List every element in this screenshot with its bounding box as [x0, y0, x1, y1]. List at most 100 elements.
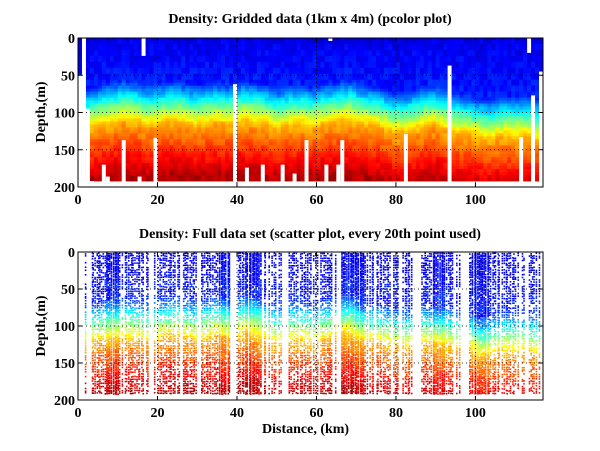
pcolor-cell: [161, 163, 166, 167]
pcolor-cell: [308, 121, 313, 125]
pcolor-cell: [463, 148, 468, 152]
pcolor-cell: [328, 94, 333, 98]
pcolor-cell: [201, 79, 206, 84]
pcolor-cell: [133, 148, 139, 152]
pcolor-cell: [217, 139, 222, 143]
pcolor-cell: [93, 94, 99, 98]
pcolor-cell: [149, 124, 154, 128]
pcolor-cell: [113, 130, 119, 134]
pcolor-cell: [109, 142, 115, 146]
pcolor-cell: [459, 46, 464, 51]
pcolor-cell: [280, 157, 286, 161]
pcolor-cell: [248, 58, 254, 63]
pcolor-cell: [153, 58, 158, 63]
pcolor-cell: [376, 61, 381, 66]
pcolor-cell: [97, 166, 103, 170]
pcolor-cell: [459, 145, 464, 149]
pcolor-cell: [463, 175, 468, 179]
pcolor-cell: [395, 88, 401, 93]
pcolor-cell: [292, 130, 297, 134]
pcolor-cell: [189, 64, 194, 69]
pcolor-cell: [153, 38, 158, 42]
pcolor-cell: [483, 166, 488, 170]
pcolor-cell: [431, 118, 437, 122]
pcolor-cell: [264, 67, 270, 72]
pcolor-cell: [137, 106, 142, 110]
pcolor-cell: [161, 82, 166, 87]
pcolor-cell: [217, 94, 222, 98]
pcolor-cell: [284, 151, 290, 155]
pcolor-cell: [332, 58, 337, 63]
pcolor-cell: [447, 58, 452, 63]
pcolor-cell: [129, 115, 135, 119]
pcolor-cell: [451, 139, 456, 143]
pcolor-cell: [97, 85, 103, 90]
pcolor-cell: [125, 160, 131, 164]
pcolor-cell: [113, 88, 119, 93]
pcolor-cell: [384, 154, 389, 158]
pcolor-cell: [189, 148, 194, 152]
pcolor-cell: [336, 79, 341, 84]
pcolor-cell: [427, 91, 433, 96]
pcolor-cell: [173, 148, 178, 152]
pcolor-cell: [352, 100, 357, 104]
pcolor-cell: [479, 58, 484, 63]
pcolor-cell: [101, 136, 107, 140]
pcolor-cell: [411, 58, 417, 63]
pcolor-cell: [209, 154, 214, 158]
pcolor-cell: [407, 97, 413, 101]
pcolor-cell: [316, 136, 321, 140]
pcolor-cell: [360, 100, 365, 104]
pcolor-cell: [177, 64, 182, 69]
pcolor-cell: [189, 46, 194, 51]
pcolor-cell: [197, 166, 202, 170]
pcolor-cell: [177, 100, 182, 104]
pcolor-cell: [419, 172, 425, 176]
pcolor-cell: [209, 148, 214, 152]
pcolor-cell: [407, 106, 413, 110]
pcolor-cell: [352, 154, 357, 158]
pcolor-cell: [229, 163, 234, 167]
pcolor-cell: [487, 142, 492, 146]
pcolor-cell: [145, 142, 150, 146]
pcolor-cell: [177, 82, 182, 87]
pcolor-cell: [181, 61, 186, 66]
pcolor-cell: [312, 109, 317, 113]
pcolor-cell: [141, 61, 146, 66]
pcolor-cell: [443, 118, 449, 122]
pcolor-cell: [256, 172, 262, 176]
pcolor-cell: [169, 163, 174, 167]
pcolor-cell: [280, 145, 286, 149]
pcolor-cell: [177, 115, 182, 119]
pcolor-cell: [372, 43, 377, 48]
pcolor-cell: [451, 169, 456, 173]
pcolor-cell: [149, 52, 154, 57]
pcolor-cell: [193, 112, 198, 116]
pcolor-cell: [201, 136, 206, 140]
pcolor-cell: [221, 82, 226, 87]
pcolor-cell: [173, 121, 178, 125]
pcolor-cell: [399, 112, 405, 116]
pcolor-cell: [439, 151, 445, 155]
pcolor-cell: [161, 121, 166, 125]
pcolor-cell: [288, 67, 294, 72]
pcolor-cell: [324, 160, 329, 164]
pcolor-cell: [439, 163, 445, 167]
pcolor-cell: [372, 178, 377, 182]
pcolor-cell: [145, 73, 150, 78]
pcolor-cell: [260, 67, 266, 72]
pcolor-cell: [177, 154, 182, 158]
pcolor-cell: [117, 118, 123, 122]
pcolor-cell: [177, 58, 182, 63]
pcolor-cell: [415, 82, 421, 87]
pcolor-cell: [467, 38, 472, 42]
pcolor-cell: [316, 169, 321, 173]
pcolor-cell: [252, 73, 258, 78]
pcolor-cell: [225, 175, 230, 179]
pcolor-cell: [348, 130, 353, 134]
pcolor-cell: [304, 106, 309, 110]
pcolor-cell: [332, 121, 337, 125]
pcolor-cell: [344, 64, 349, 69]
pcolor-cell: [328, 112, 333, 116]
pcolor-cell: [471, 79, 476, 84]
